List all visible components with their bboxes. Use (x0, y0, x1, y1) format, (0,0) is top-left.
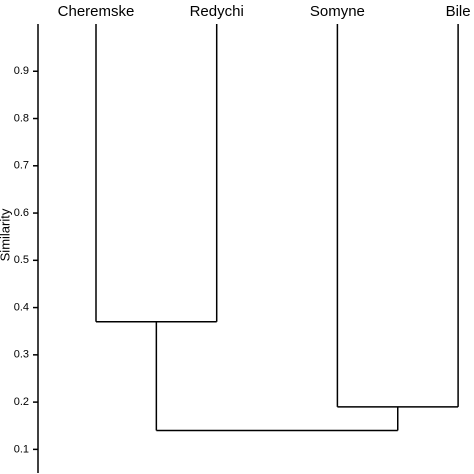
y-tick-label: 0.6 (14, 207, 29, 219)
leaf-label: Bile (446, 3, 471, 20)
y-tick-label: 0.2 (14, 396, 29, 408)
y-tick-label: 0.9 (14, 65, 29, 77)
y-axis-title: Similarity (0, 208, 12, 261)
leaf-label: Somyne (310, 3, 365, 20)
y-tick-label: 0.4 (14, 301, 29, 313)
y-tick-label: 0.3 (14, 349, 29, 361)
leaf-label: Cheremske (58, 3, 135, 20)
leaf-label: Redychi (190, 3, 244, 20)
y-tick-label: 0.5 (14, 254, 29, 266)
y-tick-label: 0.1 (14, 443, 29, 455)
y-tick-label: 0.8 (14, 112, 29, 124)
y-tick-label: 0.7 (14, 160, 29, 172)
